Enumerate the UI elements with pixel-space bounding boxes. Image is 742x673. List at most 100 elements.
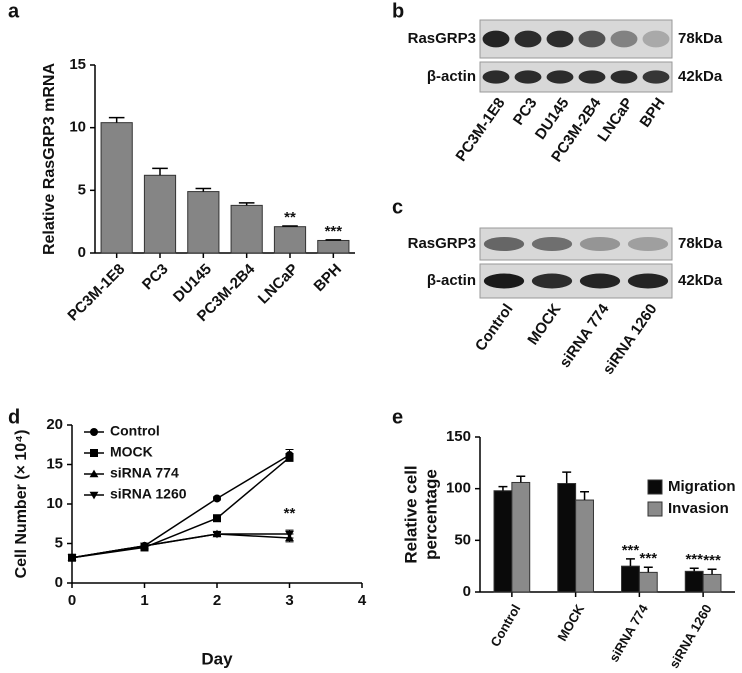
- y-tick-label: 100: [446, 480, 471, 497]
- blot-band: [578, 30, 606, 48]
- bar: [100, 122, 133, 254]
- blot-band: [531, 236, 573, 252]
- y-tick-label: 10: [69, 119, 86, 136]
- bar: [187, 191, 220, 254]
- series-line: [71, 533, 290, 559]
- blot-row-label: RasGRP3: [408, 30, 476, 47]
- x-tick-label: BPH: [311, 261, 345, 295]
- blot-band: [578, 70, 606, 84]
- bar: [493, 490, 513, 593]
- bar: [684, 570, 704, 593]
- legend-marker: [89, 469, 99, 478]
- y-tick-label: 15: [46, 455, 63, 472]
- blot-band: [610, 70, 638, 84]
- bar: [702, 573, 722, 593]
- x-axis-label: Day: [201, 649, 233, 668]
- y-tick-label: 50: [454, 531, 471, 548]
- x-tick-label: siRNA 1260: [666, 602, 715, 671]
- blot-band: [546, 70, 574, 84]
- y-axis-label: Cell Number (× 10⁴): [13, 430, 30, 579]
- y-axis-label: Relative cell: [401, 465, 420, 563]
- y-tick-label: 5: [78, 181, 86, 198]
- point: [285, 453, 294, 462]
- blot-band: [642, 30, 670, 48]
- point: [67, 554, 77, 563]
- blot-band: [514, 70, 542, 84]
- y-tick-label: 20: [46, 416, 63, 433]
- panel-letter: d: [8, 406, 20, 428]
- error-bar: [625, 558, 635, 567]
- point: [212, 530, 222, 539]
- x-tick-label: 1: [140, 592, 148, 609]
- blot-strip: [479, 61, 673, 93]
- blot-band: [482, 70, 510, 84]
- blot-band: [642, 70, 670, 84]
- lane-label: Control: [472, 301, 517, 354]
- x-tick-label: LNCaP: [255, 261, 302, 308]
- blot-band: [483, 273, 525, 289]
- error-bar: [580, 491, 590, 501]
- legend-marker: [89, 491, 99, 500]
- legend-label: siRNA 774: [110, 465, 179, 481]
- legend-label: MOCK: [110, 444, 153, 460]
- blot-marker: 78kDa: [678, 30, 723, 47]
- legend-marker: [90, 449, 98, 457]
- y-tick-label: 0: [463, 583, 471, 600]
- legend-marker: [90, 428, 98, 436]
- blot-band: [610, 30, 638, 48]
- blot-band: [546, 30, 574, 48]
- bar: [638, 571, 658, 593]
- error-bar: [498, 485, 508, 491]
- error-bar: [707, 568, 717, 575]
- bar: [621, 565, 640, 593]
- series-line: [71, 456, 290, 559]
- bar: [575, 499, 594, 593]
- point: [213, 514, 221, 523]
- panel-letter: c: [392, 196, 403, 218]
- bar: [143, 174, 177, 254]
- significance: ***: [622, 542, 640, 559]
- series-line: [71, 454, 290, 559]
- significance: **: [284, 505, 296, 522]
- error-bar: [195, 187, 212, 192]
- legend-label: Control: [110, 423, 160, 439]
- point: [213, 494, 221, 503]
- y-tick-label: 0: [55, 574, 63, 591]
- y-tick-label: 15: [69, 56, 86, 73]
- error-bar: [562, 471, 572, 484]
- significance: **: [284, 209, 296, 226]
- lane-label: PC3M-1E8: [453, 95, 509, 165]
- bar: [317, 239, 350, 254]
- blot-band: [627, 273, 669, 289]
- x-tick-label: 3: [285, 592, 293, 609]
- significance: ***: [685, 551, 703, 568]
- x-tick-label: 4: [358, 592, 367, 609]
- y-tick-label: 10: [46, 495, 63, 512]
- legend-swatch: [647, 501, 663, 517]
- bar: [511, 481, 531, 593]
- x-tick-label: PC3M-1E8: [64, 261, 128, 325]
- y-axis-label: Relative RasGRP3 mRNA: [41, 63, 58, 256]
- blot-band: [482, 30, 510, 48]
- error-bar: [689, 567, 699, 572]
- error-bar: [643, 566, 653, 573]
- panel-letter: a: [8, 0, 20, 22]
- x-tick-label: MOCK: [554, 601, 587, 643]
- bar: [557, 483, 577, 593]
- point: [285, 530, 294, 539]
- point: [140, 542, 149, 551]
- legend-label: Invasion: [668, 500, 729, 517]
- error-bar: [238, 202, 255, 206]
- blot-marker: 42kDa: [678, 272, 723, 289]
- blot-marker: 42kDa: [678, 68, 723, 85]
- bar: [230, 204, 263, 254]
- x-tick-label: Control: [487, 602, 523, 650]
- error-bar: [108, 116, 125, 123]
- lane-label: BPH: [636, 95, 668, 131]
- lane-label: PC3: [510, 95, 541, 129]
- significance: ***: [325, 223, 343, 240]
- legend-label: siRNA 1260: [110, 486, 187, 502]
- error-bar: [282, 225, 298, 227]
- blot-band: [514, 30, 542, 48]
